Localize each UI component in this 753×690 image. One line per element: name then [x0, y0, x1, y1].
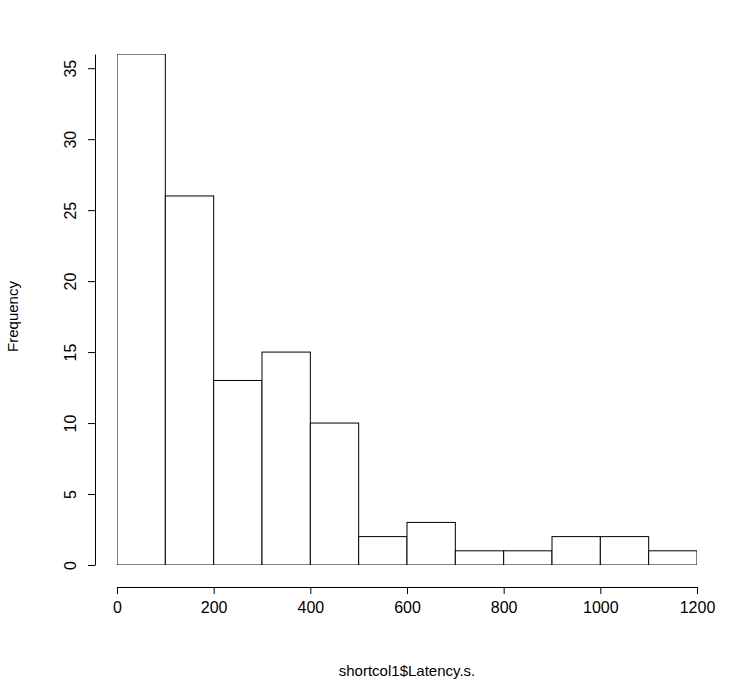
bar: [455, 551, 503, 565]
x-axis: 0 200 400 600 800 1000 1200: [113, 587, 715, 616]
bar: [552, 537, 600, 565]
tick-mark: [88, 565, 95, 566]
tick: 5: [62, 490, 95, 499]
tick-label: 20: [62, 273, 79, 291]
tick-label: 15: [62, 344, 79, 362]
tick-mark: [88, 68, 95, 69]
chart: 0 200 400 600 800 1000 1200 0 5 10 15 20 25 30 35 short…: [0, 0, 753, 690]
bar: [214, 380, 262, 565]
tick: 200: [201, 587, 228, 616]
tick-label: 400: [297, 599, 324, 616]
tick-label: 1200: [680, 599, 716, 616]
tick-label: 30: [62, 131, 79, 149]
tick-label: 200: [201, 599, 228, 616]
x-axis-title: shortcol1$Latency.s.: [339, 662, 475, 679]
tick: 10: [62, 415, 95, 433]
bar: [504, 551, 552, 565]
tick-mark: [504, 587, 505, 594]
tick: 1000: [583, 587, 619, 616]
tick-mark: [88, 210, 95, 211]
tick-label: 35: [62, 60, 79, 78]
tick: 35: [62, 60, 95, 78]
tick-label: 25: [62, 202, 79, 220]
tick-mark: [88, 281, 95, 282]
tick-label: 10: [62, 415, 79, 433]
bar: [117, 54, 165, 565]
tick-label: 600: [394, 599, 421, 616]
tick: 0: [113, 587, 122, 616]
tick-label: 0: [113, 599, 122, 616]
tick-label: 0: [62, 561, 79, 570]
y-axis-title: Frequency: [4, 281, 21, 352]
tick: 800: [491, 587, 518, 616]
tick: 30: [62, 131, 95, 149]
bar: [262, 352, 310, 565]
tick-mark: [88, 494, 95, 495]
tick: 20: [62, 273, 95, 291]
bar: [310, 423, 358, 565]
tick: 25: [62, 202, 95, 220]
bar: [649, 551, 697, 565]
tick-mark: [117, 587, 118, 594]
bars: [117, 54, 697, 565]
bar: [407, 522, 455, 565]
tick: 1200: [680, 587, 716, 616]
tick: 600: [394, 587, 421, 616]
tick: 0: [62, 561, 95, 570]
tick-mark: [407, 587, 408, 594]
bar: [359, 537, 407, 565]
tick-mark: [88, 352, 95, 353]
y-axis: 0 5 10 15 20 25 30 35: [62, 55, 96, 570]
bar: [165, 196, 213, 565]
tick-mark: [697, 587, 698, 594]
axis-line: [95, 55, 96, 566]
tick-mark: [310, 587, 311, 594]
tick-mark: [214, 587, 215, 594]
tick-mark: [88, 139, 95, 140]
tick: 15: [62, 344, 95, 362]
tick: 400: [297, 587, 324, 616]
tick-label: 5: [62, 490, 79, 499]
tick-label: 1000: [583, 599, 619, 616]
tick-mark: [88, 423, 95, 424]
tick-label: 800: [491, 599, 518, 616]
tick-mark: [600, 587, 601, 594]
bar: [600, 537, 648, 565]
